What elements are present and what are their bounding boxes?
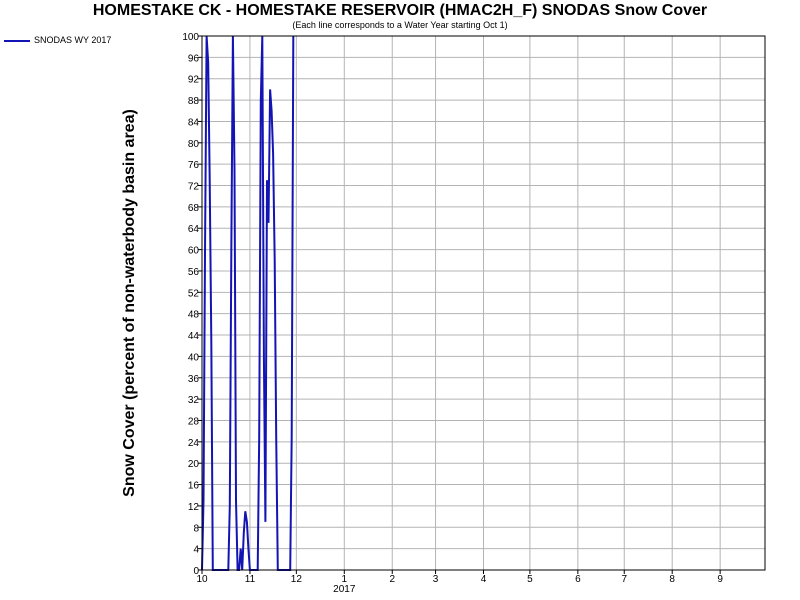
x-tick-label: 1 [342,574,348,585]
y-tick-label: 20 [188,459,200,470]
x-year-label: 2017 [333,584,356,595]
y-tick-label: 96 [188,53,200,64]
y-tick-label: 40 [188,352,200,363]
y-tick-label: 0 [193,566,199,577]
y-tick-label: 16 [188,481,200,492]
y-tick-label: 100 [182,32,199,43]
grid-lines [201,35,765,571]
x-tick-label: 5 [527,574,533,585]
x-tick-label: 12 [291,574,303,585]
y-tick-label: 60 [188,246,200,257]
y-tick-label: 44 [188,331,200,342]
y-tick-label: 92 [188,75,200,86]
y-tick-label: 84 [188,117,200,128]
y-tick-label: 68 [188,203,200,214]
chart-subtitle: (Each line corresponds to a Water Year s… [292,20,508,30]
x-tick-label: 4 [481,574,487,585]
x-tick-label: 2 [389,574,395,585]
y-tick-label: 24 [188,438,200,449]
series-line-0 [201,35,295,571]
y-tick-label: 32 [188,395,200,406]
x-tick-label: 3 [433,574,439,585]
x-tick-label: 9 [717,574,723,585]
x-tick-label: 7 [621,574,627,585]
y-tick-label: 64 [188,224,200,235]
x-tick-label: 11 [245,574,256,585]
series-lines [201,35,295,571]
y-axis-ticks: 0481216202428323640444852566064687276808… [182,32,202,577]
y-tick-label: 48 [188,310,200,321]
y-tick-label: 4 [193,545,199,556]
y-tick-label: 76 [188,160,200,171]
y-tick-label: 56 [188,267,200,278]
y-tick-label: 8 [193,523,199,534]
x-tick-label: 6 [575,574,581,585]
y-tick-label: 52 [188,288,200,299]
plot-frame [201,35,766,571]
y-tick-label: 80 [188,139,200,150]
legend-label: SNODAS WY 2017 [34,35,112,45]
y-tick-label: 12 [188,502,200,513]
y-tick-label: 28 [188,416,200,427]
legend-swatch [4,40,30,42]
y-tick-label: 72 [188,182,200,193]
chart-title: HOMESTAKE CK - HOMESTAKE RESERVOIR (HMAC… [92,2,708,19]
y-tick-label: 88 [188,96,200,107]
x-tick-label: 10 [196,574,208,585]
x-tick-label: 8 [669,574,675,585]
y-tick-label: 36 [188,374,200,385]
